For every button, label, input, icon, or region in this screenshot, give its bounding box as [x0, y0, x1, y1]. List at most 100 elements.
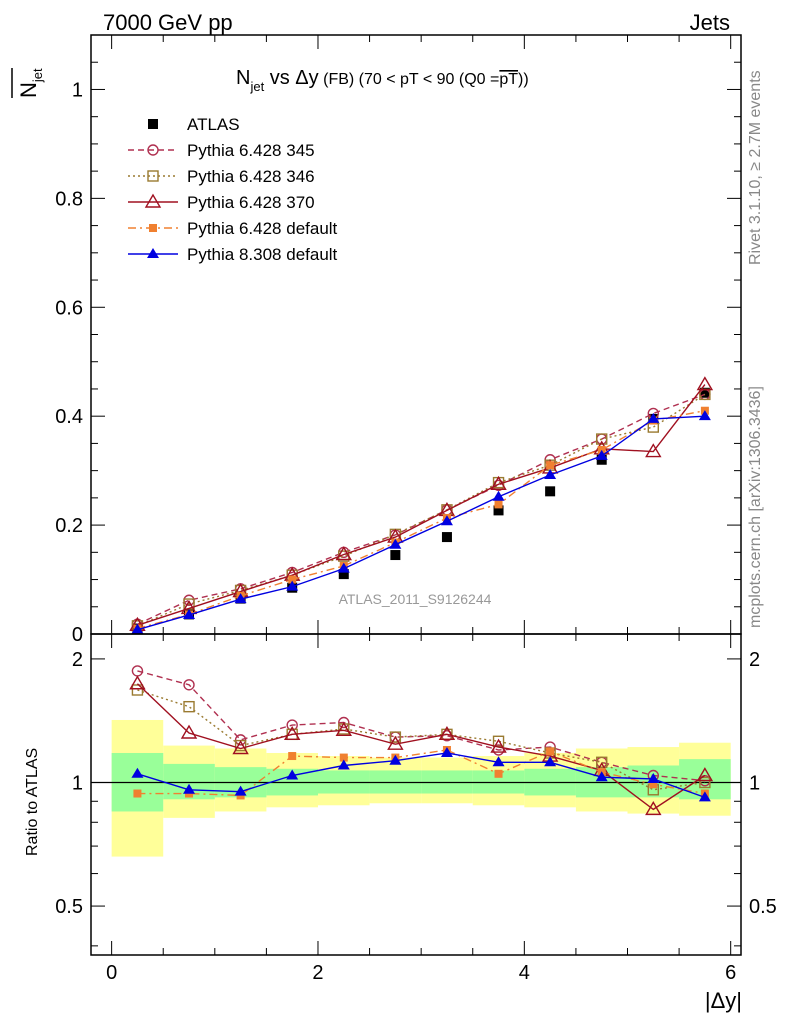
ratio-point — [490, 738, 507, 753]
ratio-line-pythia-6-428-346 — [137, 689, 705, 791]
ratio-point — [286, 769, 299, 780]
ratio-point — [234, 734, 247, 746]
y-tick-label: 0.8 — [55, 188, 83, 210]
legend-label: Pythia 6.428 370 — [187, 193, 315, 212]
ratio-panel-frame — [90, 633, 742, 956]
legend-marker — [149, 224, 157, 232]
series-main-pythia-8-308-default — [131, 410, 711, 634]
data-point — [595, 449, 608, 460]
ratio-point — [546, 747, 555, 756]
title-fb: (FB) — [319, 71, 355, 88]
ratio-y-tick-label: 2 — [72, 649, 83, 671]
title-close: )) — [518, 71, 529, 88]
x-tick-label: 2 — [312, 962, 323, 984]
data-point — [234, 593, 247, 604]
title-n: N — [236, 67, 250, 89]
data-point — [696, 376, 714, 391]
ratio-point — [131, 684, 144, 696]
title-overline: pT — [499, 71, 518, 88]
ratio-point — [183, 679, 195, 691]
data-point — [645, 443, 662, 458]
data-point — [390, 550, 401, 561]
legend-marker — [147, 144, 159, 156]
y-tick-label: 0 — [72, 624, 83, 646]
ratio-point — [645, 800, 662, 816]
data-point — [544, 468, 557, 479]
ylabel-sub: jet — [30, 68, 45, 83]
ratio-y-tick-label-right: 2 — [749, 649, 760, 671]
legend-label: Pythia 6.428 default — [187, 219, 338, 238]
header-right-label: Jets — [690, 10, 730, 35]
ratio-point — [339, 753, 348, 762]
ratio-point — [180, 724, 198, 739]
ratio-point — [183, 700, 195, 713]
legend-entry-pythia-6-428-default: Pythia 6.428 default — [128, 219, 338, 238]
mcplots-label: mcplots.cern.ch [arXiv:1306.3436] — [747, 386, 764, 628]
ratio-point — [183, 783, 196, 794]
y-tick-label: 0.2 — [55, 515, 83, 537]
xlabel: |Δy| — [705, 988, 742, 1013]
data-point — [441, 532, 452, 543]
ratio-point — [440, 746, 453, 757]
ratio-point — [338, 716, 350, 729]
ratio-point — [438, 725, 456, 741]
ratio-point — [389, 754, 402, 765]
data-point — [440, 515, 453, 526]
ratio-point — [133, 789, 142, 798]
data-point — [492, 490, 505, 501]
legend-marker — [148, 119, 158, 129]
svg-text:Njet: Njet — [16, 68, 45, 98]
ratio-y-tick-label: 1 — [72, 772, 83, 794]
legend-entry-pythia-6-428-370: Pythia 6.428 370 — [128, 193, 315, 212]
series-line-pythia-6-428-default — [137, 410, 706, 630]
ratio-point — [596, 756, 608, 768]
series-line-pythia-6-428-346 — [137, 393, 706, 627]
data-point — [288, 575, 297, 584]
legend-entry-atlas: ATLAS — [148, 115, 240, 134]
ratio-point — [649, 780, 658, 789]
title-rest: vs Δy — [264, 67, 318, 89]
chart-title: Njet vs Δy (FB) (70 < pT < 90 (Q0 =pT)) — [236, 67, 529, 94]
ratio-point — [232, 740, 249, 755]
data-point — [337, 562, 350, 573]
ratio-point — [696, 767, 714, 782]
legend-label: ATLAS — [187, 115, 240, 134]
ratio-point — [131, 767, 144, 778]
main-ylabel: Njet — [11, 68, 45, 98]
ratio-y-tick-label: 0.5 — [55, 896, 83, 918]
ratio-ylabel: Ratio to ATLAS — [24, 748, 41, 856]
ratio-y-tick-label-right: 0.5 — [749, 896, 777, 918]
ratio-point — [494, 769, 503, 778]
ratio-point — [698, 791, 711, 802]
ratio-line-pythia-8-308-default — [137, 752, 706, 799]
ratio-point — [699, 776, 711, 789]
data-point — [338, 569, 349, 580]
ratio-point — [283, 725, 301, 741]
y-tick-label: 1 — [72, 79, 83, 101]
data-point — [494, 500, 503, 509]
legend-marker — [147, 248, 159, 258]
data-point — [493, 505, 504, 516]
legend-entry-pythia-8-308-default: Pythia 8.308 default — [128, 245, 338, 264]
data-point — [596, 433, 608, 445]
ratio-point — [337, 759, 350, 770]
series-ratio-pythia-8-308-default — [131, 746, 711, 802]
ratio-point — [129, 675, 146, 690]
analysis-watermark: ATLAS_2011_S9126244 — [339, 591, 492, 607]
legend-entry-pythia-6-428-345: Pythia 6.428 345 — [128, 141, 315, 160]
legend-marker — [144, 193, 162, 208]
ratio-point — [286, 719, 298, 731]
ratio-point — [492, 756, 505, 767]
data-point — [698, 410, 711, 421]
legend-entry-pythia-6-428-346: Pythia 6.428 346 — [128, 167, 315, 186]
ratio-point — [647, 772, 660, 783]
header-left-label: 7000 GeV pp — [103, 10, 233, 35]
series-line-pythia-8-308-default — [137, 415, 705, 631]
ratio-point — [389, 731, 402, 743]
ratio-y-tick-label-right: 1 — [749, 772, 760, 794]
data-point — [546, 461, 555, 470]
y-tick-label: 0.4 — [55, 406, 83, 428]
data-point — [286, 580, 299, 591]
ratio-point — [288, 752, 297, 761]
